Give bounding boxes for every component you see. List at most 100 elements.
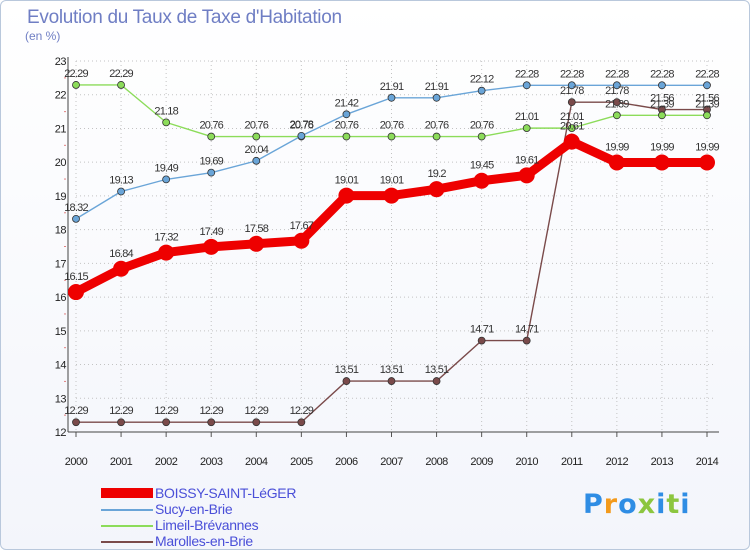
data-point bbox=[608, 154, 625, 171]
y-tick-label: 18 bbox=[55, 225, 67, 237]
data-point bbox=[252, 132, 261, 141]
data-label: 17.67 bbox=[290, 220, 314, 232]
data-point bbox=[162, 175, 171, 184]
x-tick-label: 2012 bbox=[606, 456, 629, 468]
y-tick-label: 14 bbox=[55, 360, 67, 372]
data-label: 20.04 bbox=[245, 144, 269, 156]
data-label: 19.01 bbox=[380, 175, 404, 187]
data-label: 22.28 bbox=[560, 68, 584, 80]
data-point bbox=[612, 111, 621, 120]
data-point bbox=[117, 187, 125, 196]
data-label: 20.76 bbox=[425, 120, 449, 132]
x-tick-label: 2004 bbox=[245, 456, 268, 468]
data-label: 21.01 bbox=[560, 111, 584, 123]
data-label: 19.49 bbox=[154, 162, 178, 174]
data-label: 19.45 bbox=[470, 160, 494, 172]
series-layer bbox=[68, 81, 715, 427]
y-tick-label: 16 bbox=[55, 292, 67, 304]
data-label: 22.28 bbox=[650, 68, 674, 80]
data-point bbox=[703, 81, 711, 90]
chart-title: Evolution du Taux de Taxe d'Habitation bbox=[27, 7, 342, 28]
data-point bbox=[207, 418, 216, 427]
data-point bbox=[473, 172, 490, 189]
data-label: 14.71 bbox=[515, 324, 539, 336]
data-label: 20.78 bbox=[290, 119, 314, 131]
x-tick-label: 2000 bbox=[65, 456, 88, 468]
data-label: 19.13 bbox=[109, 175, 133, 187]
data-point bbox=[342, 132, 351, 141]
data-point bbox=[477, 86, 486, 95]
data-label: 12.29 bbox=[199, 405, 223, 417]
data-label: 20.76 bbox=[335, 120, 359, 132]
data-point bbox=[252, 418, 261, 427]
data-label: 12.29 bbox=[245, 405, 269, 417]
data-point bbox=[612, 81, 621, 90]
proxiti-logo: Proxiti bbox=[583, 489, 691, 520]
data-point bbox=[432, 132, 441, 141]
data-point bbox=[68, 284, 84, 301]
data-label: 22.12 bbox=[470, 74, 494, 86]
data-point bbox=[162, 418, 171, 427]
chart-unit-label: (en %) bbox=[25, 29, 61, 43]
data-label: 19.99 bbox=[605, 142, 629, 154]
data-point bbox=[563, 133, 580, 150]
data-point bbox=[477, 132, 486, 141]
data-point bbox=[477, 336, 486, 345]
x-tick-label: 2005 bbox=[290, 456, 313, 468]
data-label: 21.91 bbox=[380, 81, 404, 93]
axis-layer: 12 13 14 15 16 17 18 19 20 21 22 23 2000 2001 2002 2003… bbox=[55, 56, 719, 468]
data-label: 19.01 bbox=[335, 175, 359, 187]
data-label: 21.78 bbox=[605, 85, 629, 97]
legend-label: Marolles-en-Brie bbox=[155, 533, 253, 549]
data-labels-layer: 12.29 12.29 12.29 12.29 12.29 12.29 13.51 13.51… bbox=[64, 68, 720, 417]
data-point bbox=[567, 81, 576, 90]
data-point bbox=[72, 81, 80, 89]
data-label: 12.29 bbox=[154, 405, 178, 417]
data-point bbox=[658, 81, 666, 90]
data-label: 20.76 bbox=[199, 120, 223, 132]
data-label: 17.58 bbox=[245, 223, 269, 235]
data-label: 20.76 bbox=[290, 120, 314, 132]
y-tick-label: 22 bbox=[55, 90, 67, 102]
data-point bbox=[567, 98, 576, 107]
data-label: 19.99 bbox=[650, 142, 674, 154]
data-label: 19.99 bbox=[695, 142, 719, 154]
x-tick-label: 2003 bbox=[200, 456, 223, 468]
legend-label: BOISSY-SAINT-LéGER bbox=[155, 485, 297, 501]
data-label: 21.39 bbox=[605, 98, 629, 110]
y-tick-label: 15 bbox=[55, 326, 67, 338]
data-label: 12.29 bbox=[64, 405, 88, 417]
y-tick-label: 12 bbox=[55, 427, 67, 439]
data-label: 17.49 bbox=[199, 226, 223, 238]
data-point bbox=[522, 81, 531, 90]
data-label: 20.76 bbox=[380, 120, 404, 132]
data-point bbox=[567, 124, 576, 133]
data-label: 19.61 bbox=[515, 154, 539, 166]
data-label: 22.28 bbox=[605, 68, 629, 80]
x-tick-label: 2002 bbox=[155, 456, 178, 468]
y-tick-label: 13 bbox=[55, 393, 67, 405]
data-label: 13.51 bbox=[335, 364, 359, 376]
data-point bbox=[162, 118, 171, 127]
data-point bbox=[522, 336, 531, 345]
data-label: 21.56 bbox=[650, 93, 674, 105]
data-label: 19.69 bbox=[199, 156, 223, 168]
y-tick-label: 21 bbox=[55, 123, 67, 135]
data-label: 14.71 bbox=[470, 324, 494, 336]
data-label: 12.29 bbox=[290, 405, 314, 417]
data-point bbox=[342, 110, 351, 119]
x-tick-label: 2001 bbox=[110, 456, 133, 468]
legend-swatch bbox=[101, 541, 153, 543]
data-point bbox=[207, 168, 216, 177]
y-tick-label: 23 bbox=[55, 56, 67, 68]
data-label: 12.29 bbox=[109, 405, 133, 417]
data-point bbox=[248, 235, 265, 252]
data-label: 20.61 bbox=[560, 121, 584, 133]
data-point bbox=[432, 93, 441, 102]
data-point bbox=[297, 418, 306, 427]
data-label: 19.2 bbox=[427, 168, 446, 180]
data-point bbox=[113, 260, 130, 277]
x-tick-label: 2009 bbox=[470, 456, 493, 468]
data-label: 21.18 bbox=[154, 105, 178, 117]
